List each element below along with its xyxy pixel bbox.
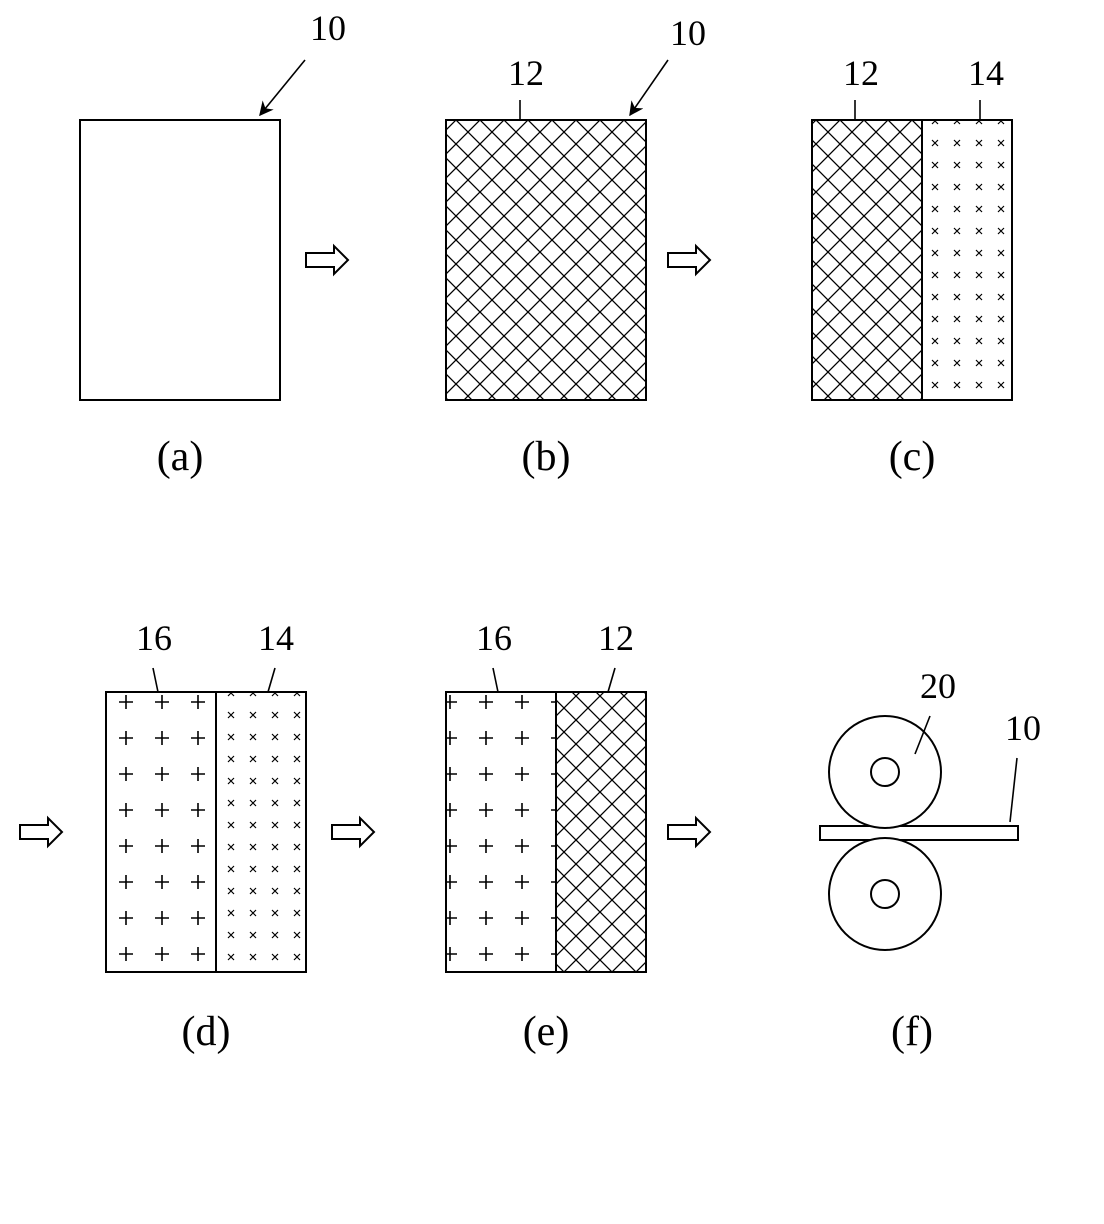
panel-region xyxy=(446,120,646,400)
ref-leader xyxy=(268,668,275,692)
ref-leader xyxy=(493,668,498,692)
panel-c: 12 14 (c) xyxy=(812,53,1012,480)
panel-d: 16 14 (d) xyxy=(106,618,306,1055)
ref-label-12: 12 xyxy=(508,53,544,93)
flow-arrow xyxy=(20,818,62,846)
ref-label-12: 12 xyxy=(598,618,634,658)
panel-label-e: (e) xyxy=(523,1009,570,1055)
flow-arrow xyxy=(306,246,348,274)
panel-label-d: (d) xyxy=(182,1009,231,1055)
ref-label-14: 14 xyxy=(258,618,294,658)
ref-label-10: 10 xyxy=(1005,708,1041,748)
panel-label-f: (f) xyxy=(891,1009,933,1055)
panel-label-b: (b) xyxy=(522,434,571,480)
ref-leader xyxy=(630,60,668,115)
panel-region xyxy=(922,120,1012,400)
ref-label-16: 16 xyxy=(476,618,512,658)
flow-arrow xyxy=(668,818,710,846)
ref-leader xyxy=(153,668,158,692)
panel-label-c: (c) xyxy=(889,434,936,480)
panel-e: 16 12 (e) xyxy=(446,618,646,1055)
ref-leader xyxy=(1010,758,1017,822)
flow-arrow xyxy=(668,246,710,274)
panel-region xyxy=(812,120,922,400)
flow-arrow xyxy=(332,818,374,846)
roller-top-inner xyxy=(871,758,899,786)
roller-slab xyxy=(820,826,1018,840)
ref-label-12: 12 xyxy=(843,53,879,93)
ref-leader xyxy=(608,668,615,692)
roller-bot-inner xyxy=(871,880,899,908)
ref-label-16: 16 xyxy=(136,618,172,658)
ref-label-20: 20 xyxy=(920,666,956,706)
panel-region xyxy=(106,692,216,972)
ref-leader xyxy=(260,60,305,115)
ref-label-10: 10 xyxy=(670,13,706,53)
panel-b: 12 10 (b) xyxy=(446,13,706,480)
ref-label-14: 14 xyxy=(968,53,1004,93)
panel-region xyxy=(556,692,646,972)
process-sequence-diagram: 10 (a) 12 10 (b) 12 14 (c) 16 14 (d) 16 12 (e) 20 10 (f) xyxy=(0,0,1104,1224)
ref-label-10: 10 xyxy=(310,8,346,48)
panel-region xyxy=(216,692,306,972)
panel-f: 20 10 (f) xyxy=(820,666,1041,1055)
panel-a: 10 (a) xyxy=(80,8,346,480)
panel-region xyxy=(80,120,280,400)
panel-label-a: (a) xyxy=(157,434,204,480)
panel-region xyxy=(446,692,556,972)
